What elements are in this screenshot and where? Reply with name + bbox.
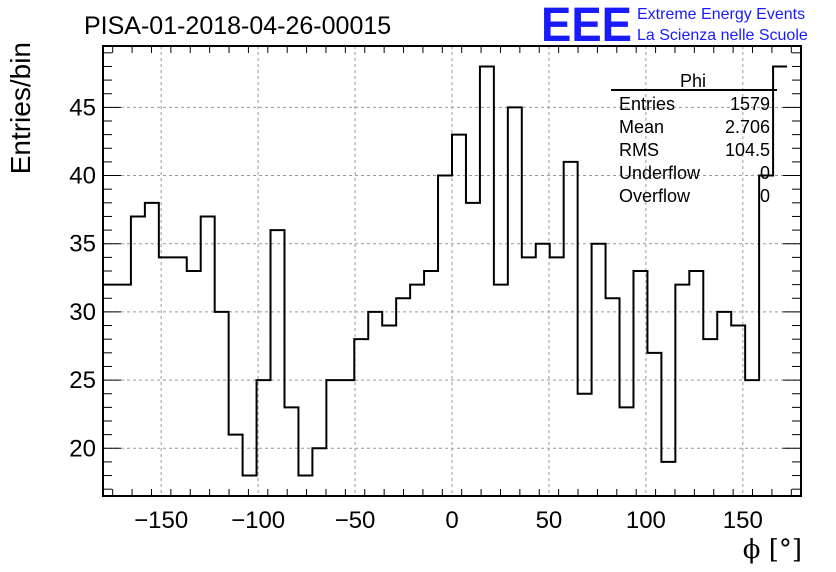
- x-tick-label: −150: [134, 507, 188, 534]
- stats-title: Phi: [680, 71, 706, 91]
- tick-labels: −150 −100 −50 0 50 100 150 20 25 30 35 40 45: [69, 94, 763, 534]
- stats-value: 2.706: [725, 117, 770, 137]
- stats-value: 1579: [730, 94, 770, 114]
- logo-mark: EEE: [541, 0, 632, 52]
- chart-title: PISA-01-2018-04-26-00015: [84, 12, 391, 40]
- x-tick-label: 150: [723, 507, 763, 534]
- stats-box: Phi Entries 1579 Mean 2.706 RMS 104.5 Underflo…: [611, 71, 777, 206]
- logo-line-2: La Scienza nelle Scuole: [637, 27, 808, 44]
- stats-label: Entries: [619, 94, 675, 114]
- y-tick-label: 35: [69, 231, 96, 258]
- x-tick-label: −50: [335, 507, 376, 534]
- x-tick-label: −100: [231, 507, 285, 534]
- stats-label: RMS: [619, 140, 659, 160]
- x-tick-label: 100: [626, 507, 666, 534]
- y-axis-label: Entries/bin: [5, 42, 36, 174]
- stats-value: 0: [760, 163, 770, 183]
- y-tick-label: 25: [69, 367, 96, 394]
- stats-label: Overflow: [619, 186, 691, 206]
- y-tick-label: 20: [69, 435, 96, 462]
- y-tick-label: 40: [69, 163, 96, 190]
- stats-label: Mean: [619, 117, 664, 137]
- histogram-series: [103, 65, 788, 477]
- logo-line-1: Extreme Energy Events: [637, 6, 805, 23]
- logo: EEE Extreme Energy Events La Scienza nel…: [541, 0, 808, 52]
- stats-value: 0: [760, 186, 770, 206]
- plot-frame: [102, 45, 802, 497]
- stats-label: Underflow: [619, 163, 701, 183]
- stats-rows: Entries 1579 Mean 2.706 RMS 104.5 Underflow 0 Ov…: [619, 94, 770, 206]
- stats-value: 104.5: [725, 140, 770, 160]
- axis-ticks: [103, 46, 801, 496]
- y-tick-label: 45: [69, 94, 96, 121]
- y-tick-label: 30: [69, 299, 96, 326]
- x-tick-label: 0: [445, 507, 458, 534]
- x-tick-label: 50: [536, 507, 563, 534]
- x-axis-label: ϕ [°]: [743, 535, 802, 565]
